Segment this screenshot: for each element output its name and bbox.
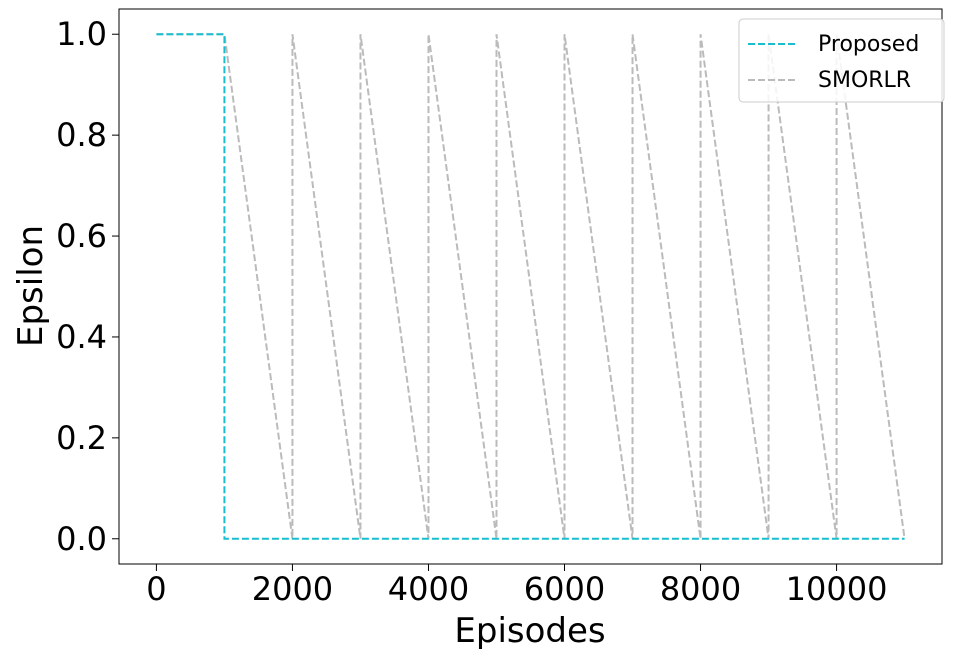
x-tick-label: 0 — [146, 570, 166, 608]
plot-frame — [118, 8, 943, 565]
x-tick-label: 4000 — [388, 570, 469, 608]
y-tick-label: 0.0 — [56, 520, 107, 558]
legend-label-smorlr: SMORLR — [818, 68, 911, 93]
y-tick-label: 0.2 — [56, 419, 107, 457]
x-tick-label: 10000 — [786, 570, 888, 608]
x-tick-label: 2000 — [252, 570, 333, 608]
y-tick-label: 0.8 — [56, 116, 107, 154]
y-tick-label: 0.4 — [56, 318, 107, 356]
x-axis-ticks: 0 2000 4000 6000 8000 10000 — [146, 564, 887, 608]
series-line-proposed — [156, 33, 905, 540]
legend-label-proposed: Proposed — [818, 32, 919, 57]
series-layer — [156, 33, 906, 540]
y-axis-label: Epsilon — [11, 225, 51, 347]
x-tick-label: 6000 — [524, 570, 605, 608]
legend-box — [738, 18, 945, 103]
y-tick-label: 0.6 — [56, 217, 107, 255]
x-tick-label: 8000 — [660, 570, 741, 608]
y-axis-ticks: 0.0 0.2 0.4 0.6 0.8 1.0 — [56, 15, 119, 558]
x-axis-label: Episodes — [454, 611, 605, 651]
y-tick-label: 1.0 — [56, 15, 107, 53]
legend: Proposed SMORLR — [738, 18, 945, 103]
